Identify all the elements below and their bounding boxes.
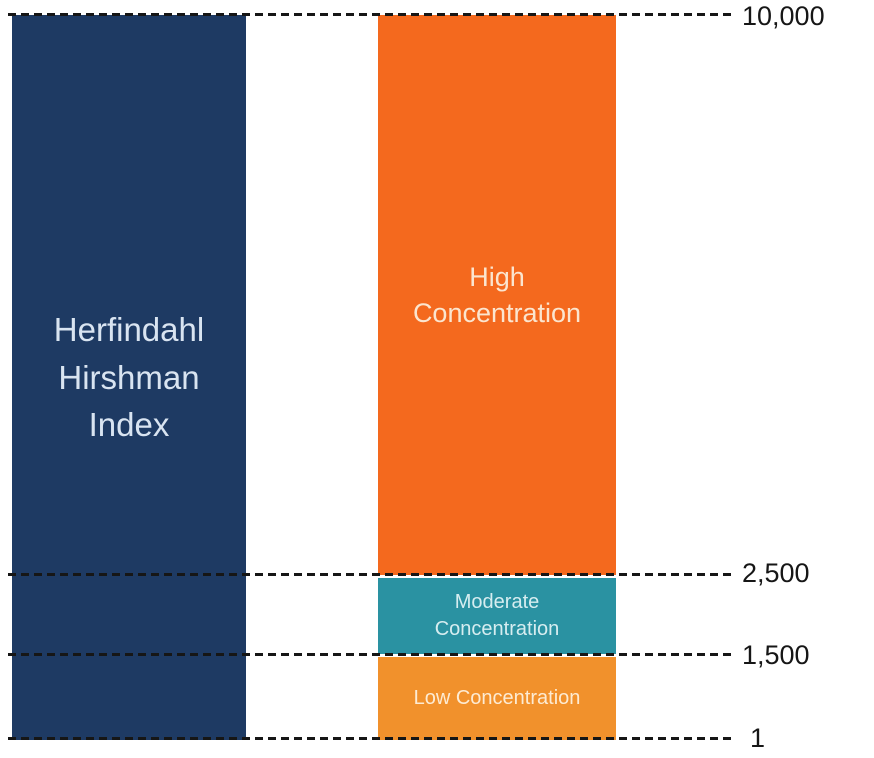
hhi-title-label: Herfindahl Hirshman Index <box>53 310 205 444</box>
gridline-1 <box>8 737 734 740</box>
concentration-bar: High Concentration Moderate Concentratio… <box>378 15 616 740</box>
tick-label-1500: 1,500 <box>742 640 810 670</box>
segment-low-label: Low Concentration <box>413 687 581 709</box>
tick-label-2500: 2,500 <box>742 558 810 588</box>
tick-label-1: 1 <box>750 723 766 753</box>
segment-separator <box>378 575 616 578</box>
segment-moderate-concentration: Moderate Concentration <box>378 578 616 654</box>
hhi-title-bar: Herfindahl Hirshman Index <box>12 15 246 740</box>
gridline-1500 <box>8 653 734 656</box>
gridline-2500 <box>8 573 734 576</box>
tick-label-10000: 10,000 <box>742 1 825 31</box>
segment-high-label: High Concentration <box>412 261 582 328</box>
segment-high-concentration: High Concentration <box>378 15 616 575</box>
segment-moderate-label: Moderate Concentration <box>434 591 560 640</box>
gridline-10000 <box>8 13 734 16</box>
segment-low-concentration: Low Concentration <box>378 657 616 740</box>
